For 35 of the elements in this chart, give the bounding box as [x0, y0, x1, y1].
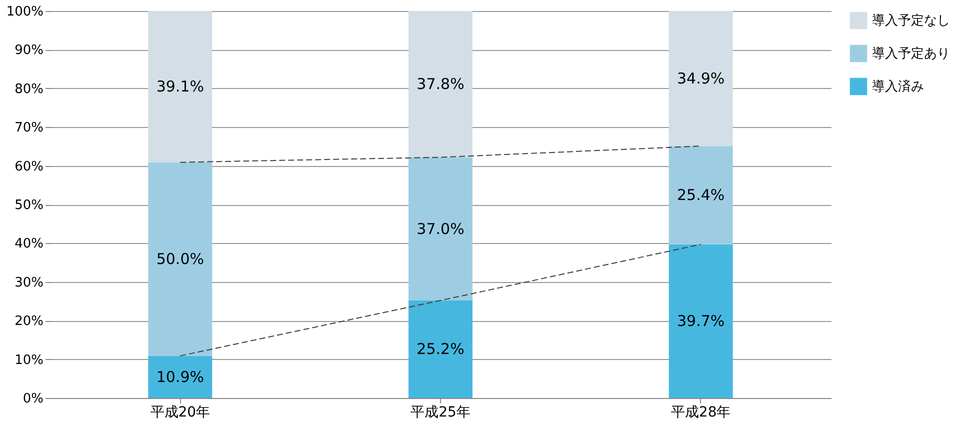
y-tick-label: 20%	[14, 314, 44, 330]
bar	[408, 157, 472, 300]
y-tick-label: 70%	[14, 120, 44, 136]
data-label: 39.1%	[156, 78, 204, 96]
y-tick-label: 100%	[6, 4, 44, 20]
legend-label: 導入済み	[872, 78, 924, 94]
bar	[148, 356, 212, 398]
data-label: 39.7%	[677, 312, 725, 330]
x-tick-label: 平成25年	[410, 404, 470, 420]
legend-label: 導入予定あり	[872, 46, 950, 62]
y-tick-label: 50%	[14, 198, 44, 213]
x-tick-label: 平成28年	[670, 404, 731, 420]
data-label: 37.0%	[416, 220, 464, 238]
data-label: 50.0%	[156, 250, 204, 268]
data-label: 10.9%	[156, 368, 204, 386]
data-label: 37.8%	[416, 75, 464, 94]
data-label: 34.9%	[677, 70, 725, 88]
bar	[668, 11, 733, 146]
y-tick-label: 60%	[14, 159, 44, 174]
y-tick-label: 0%	[22, 392, 44, 406]
x-tick-label: 平成20年	[150, 404, 210, 420]
y-tick-label: 30%	[14, 275, 44, 290]
bar	[408, 11, 472, 158]
bar	[408, 300, 472, 398]
y-tick-label: 90%	[14, 43, 44, 58]
legend-label: 導入予定なし	[872, 14, 950, 28]
data-label: 25.4%	[677, 186, 725, 204]
bar	[148, 162, 212, 356]
bar	[668, 146, 733, 244]
y-tick-label: 40%	[14, 236, 44, 252]
bar	[148, 11, 212, 162]
data-label: 25.2%	[416, 340, 464, 358]
bar	[668, 244, 733, 398]
y-tick-label: 10%	[14, 352, 44, 368]
y-tick-label: 80%	[14, 82, 44, 97]
